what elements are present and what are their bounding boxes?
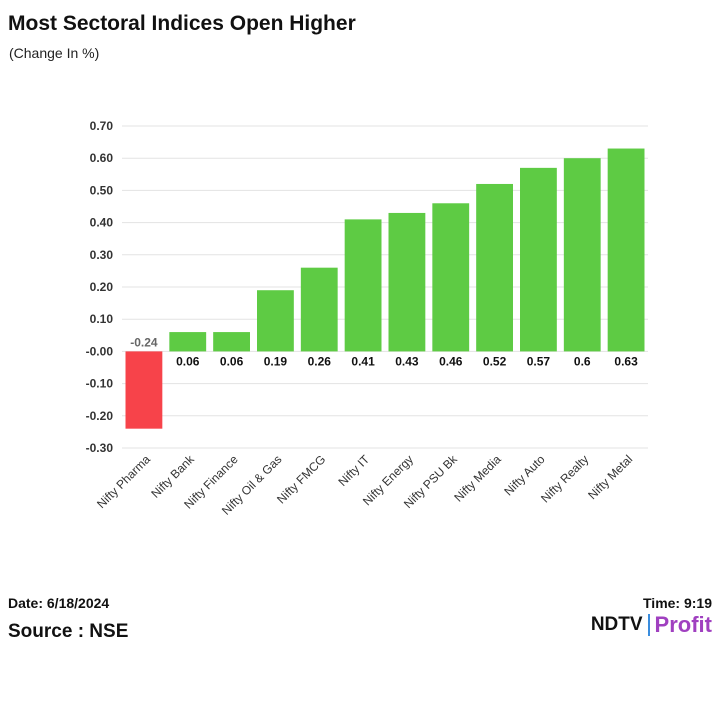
chart-title: Most Sectoral Indices Open Higher [8,12,356,35]
logo-profit-text: Profit [654,612,712,637]
source-label: Source : NSE [8,621,129,642]
data-label: 0.19 [264,354,288,368]
y-tick-label: 0.20 [90,280,114,294]
bar [300,267,338,352]
bar [476,183,513,352]
y-tick-label: 0.10 [90,312,114,326]
data-label: 0.43 [395,354,419,368]
x-tick-label: Nifty Metal [585,452,635,502]
x-tick-label: Nifty Media [451,452,504,505]
y-tick-label: 0.70 [90,119,114,133]
data-label: 0.26 [308,354,332,368]
bar [563,158,601,352]
y-axis-ticks: 0.70 0.60 0.50 0.40 0.30 0.20 0.10 -0.00 -0.10 -0… [86,119,114,455]
bars [125,148,645,429]
logo-ndtv-text: NDTV [590,614,643,635]
y-tick-label: 0.50 [90,183,114,197]
data-labels: -0.24 0.06 0.06 0.19 0.26 0.41 0.43 0.46 0.52 0.5… [130,335,638,368]
chart-subtitle: (Change In %) [9,45,100,61]
bar [169,332,207,352]
bar [257,290,294,352]
grid-lines [122,125,648,449]
bar [388,212,426,352]
bar [344,219,382,352]
y-tick-label: 0.60 [90,151,114,165]
y-tick-label: 0.30 [90,248,114,262]
y-tick-label: -0.20 [86,409,114,423]
time-label: Time: 9:19 [643,595,712,611]
data-label: 0.46 [439,354,463,368]
logo-separator [647,614,650,636]
y-tick-label: 0.40 [90,216,114,230]
bar [125,351,163,429]
bar [213,332,250,352]
data-label: 0.6 [574,354,591,368]
x-tick-label: Nifty Realty [538,452,591,505]
data-label: 0.52 [483,354,507,368]
x-tick-label: Nifty Auto [501,452,547,498]
bar [607,148,645,352]
y-tick-label: -0.10 [86,377,114,391]
data-label: 0.63 [614,354,638,368]
x-tick-label: Nifty IT [335,452,372,489]
bar-chart: -0.24 0.06 0.06 0.19 0.26 0.41 0.43 0.46 0.52 0.5… [86,119,648,518]
y-tick-label: -0.00 [86,344,114,358]
data-label: 0.41 [351,354,375,368]
date-label: Date: 6/18/2024 [8,595,110,611]
bar [520,167,557,352]
data-label: 0.06 [220,354,244,368]
x-tick-label: Nifty Pharma [94,452,153,511]
data-label: -0.24 [130,335,158,349]
y-tick-label: -0.30 [86,441,114,455]
data-label: 0.06 [176,354,200,368]
data-label: 0.57 [527,354,551,368]
ndtv-profit-logo: NDTV Profit [591,612,712,638]
bar [432,203,470,352]
